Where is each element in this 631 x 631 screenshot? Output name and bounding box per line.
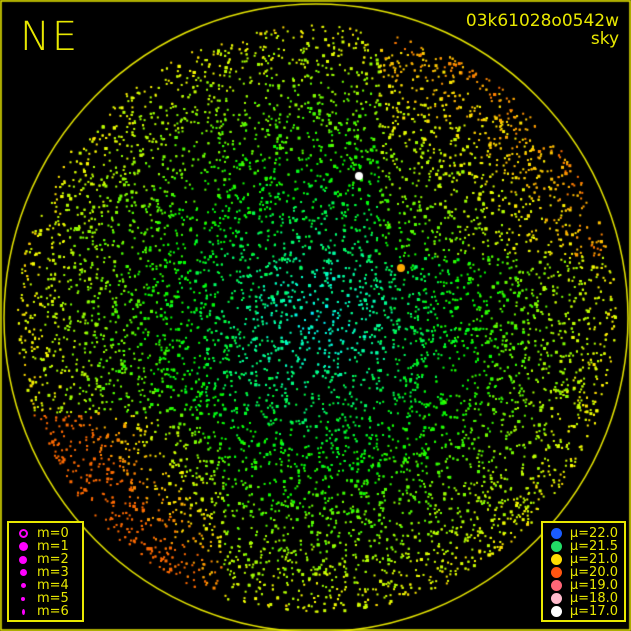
sky-brightness-legend-item: μ=17.0 — [549, 605, 618, 618]
magnitude-legend: m=0 m=1 m=2 m=3 m=4 m=5 m=6 — [7, 521, 84, 622]
orientation-label: NE — [20, 14, 80, 60]
brightness-label: μ=18.0 — [569, 591, 618, 606]
magnitude-legend-item: m=6 — [15, 605, 76, 618]
magnitude-legend-item: m=5 — [15, 592, 76, 605]
brightness-color-icon — [549, 541, 564, 552]
star-magnitude-icon — [15, 529, 31, 538]
frame-id: 03k61028o0542w — [465, 11, 619, 31]
sky-brightness-legend-item: μ=18.0 — [549, 592, 618, 605]
brightness-label: μ=21.0 — [569, 552, 618, 567]
sky-brightness-legend: μ=22.0 μ=21.5 μ=21.0 μ=20.0 μ=19.0 μ=18.0 μ=17… — [541, 521, 626, 622]
star-magnitude-icon — [15, 583, 31, 588]
brightness-color-icon — [549, 606, 564, 617]
sky-brightness-legend-item: μ=19.0 — [549, 579, 618, 592]
star-magnitude-icon — [15, 596, 31, 601]
sky-brightness-legend-item: μ=21.5 — [549, 540, 618, 553]
star-magnitude-icon — [15, 555, 31, 564]
magnitude-label: m=4 — [37, 578, 69, 593]
brightness-color-icon — [549, 593, 564, 604]
brightness-label: μ=22.0 — [569, 526, 618, 541]
magnitude-label: m=0 — [37, 526, 69, 541]
brightness-color-icon — [549, 567, 564, 578]
sky-brightness-legend-item: μ=20.0 — [549, 566, 618, 579]
brightness-label: μ=20.0 — [569, 565, 618, 580]
brightness-label: μ=17.0 — [569, 604, 618, 619]
magnitude-legend-item: m=4 — [15, 579, 76, 592]
magnitude-label: m=2 — [37, 552, 69, 567]
mode-label: sky — [590, 29, 619, 49]
magnitude-legend-item: m=2 — [15, 553, 76, 566]
sky-brightness-legend-item: μ=22.0 — [549, 527, 618, 540]
brightness-label: μ=19.0 — [569, 578, 618, 593]
brightness-label: μ=21.5 — [569, 539, 618, 554]
magnitude-legend-item: m=0 — [15, 527, 76, 540]
magnitude-legend-item: m=1 — [15, 540, 76, 553]
magnitude-label: m=3 — [37, 565, 69, 580]
magnitude-legend-item: m=3 — [15, 566, 76, 579]
brightness-color-icon — [549, 580, 564, 591]
star-magnitude-icon — [15, 542, 31, 551]
magnitude-label: m=1 — [37, 539, 69, 554]
brightness-color-icon — [549, 528, 564, 539]
frame-title: 03k61028o0542w sky — [466, 12, 619, 48]
brightness-color-icon — [549, 554, 564, 565]
sky-brightness-legend-item: μ=21.0 — [549, 553, 618, 566]
magnitude-label: m=5 — [37, 591, 69, 606]
star-magnitude-icon — [15, 569, 31, 576]
star-magnitude-icon — [15, 608, 31, 615]
magnitude-label: m=6 — [37, 604, 69, 619]
